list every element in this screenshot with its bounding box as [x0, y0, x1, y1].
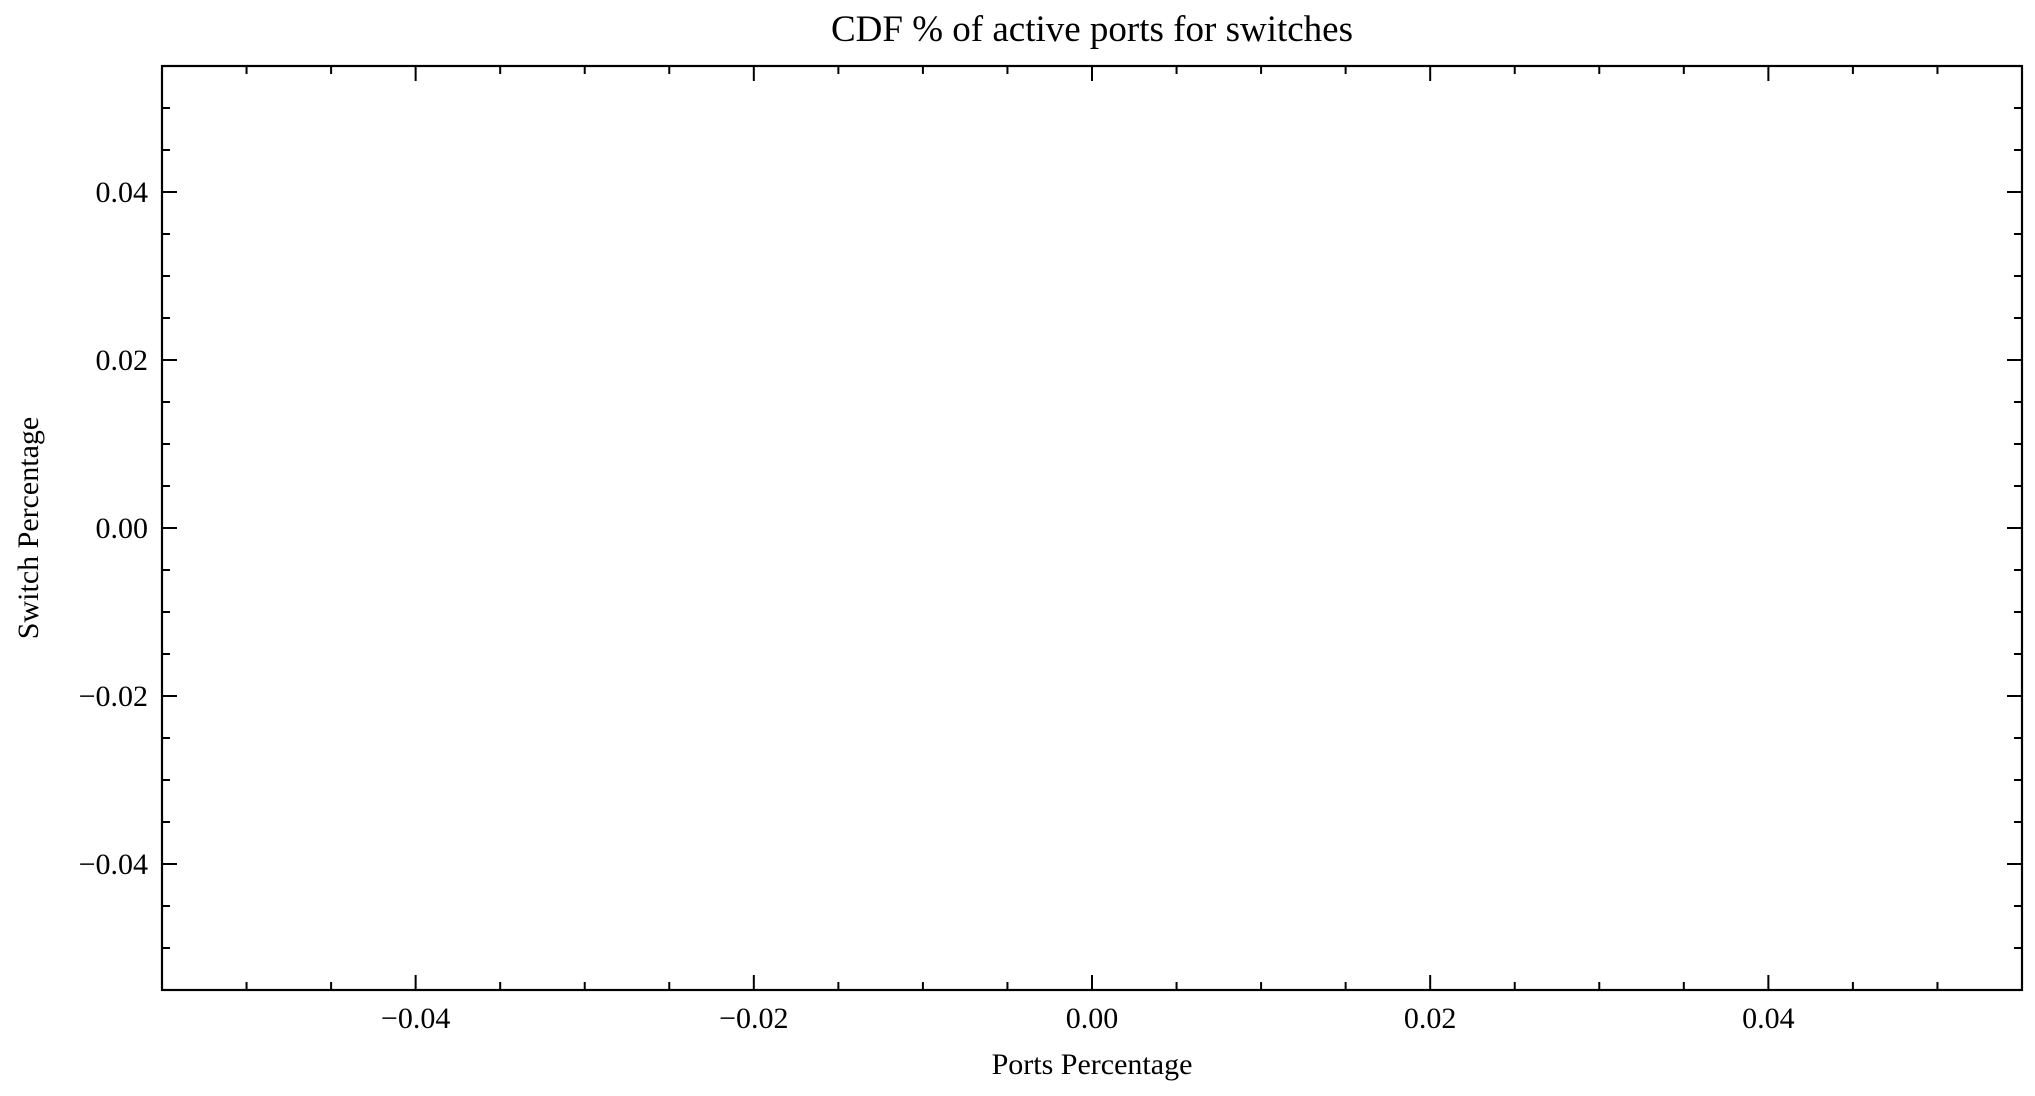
x-tick-label: 0.00	[1066, 1002, 1119, 1035]
x-tick-label: −0.02	[719, 1002, 788, 1035]
y-tick-label: 0.00	[96, 512, 149, 545]
x-tick-label: −0.04	[381, 1002, 450, 1035]
x-tick-label: 0.04	[1742, 1002, 1795, 1035]
y-tick-label: −0.04	[79, 848, 148, 881]
plot-frame	[160, 64, 2024, 992]
axis-tick-labels: −0.04 −0.02 0.00 0.02 0.04 −0.04 −0.02 0.00 0.02…	[79, 176, 1795, 1035]
y-tick-label: −0.02	[79, 680, 148, 713]
x-tick-label: 0.02	[1404, 1002, 1457, 1035]
y-tick-label: 0.04	[96, 176, 149, 209]
y-axis-label: Switch Percentage	[12, 417, 45, 639]
y-tick-label: 0.02	[96, 344, 149, 377]
chart-title: CDF % of active ports for switches	[831, 9, 1353, 50]
x-axis-label: Ports Percentage	[992, 1048, 1193, 1081]
